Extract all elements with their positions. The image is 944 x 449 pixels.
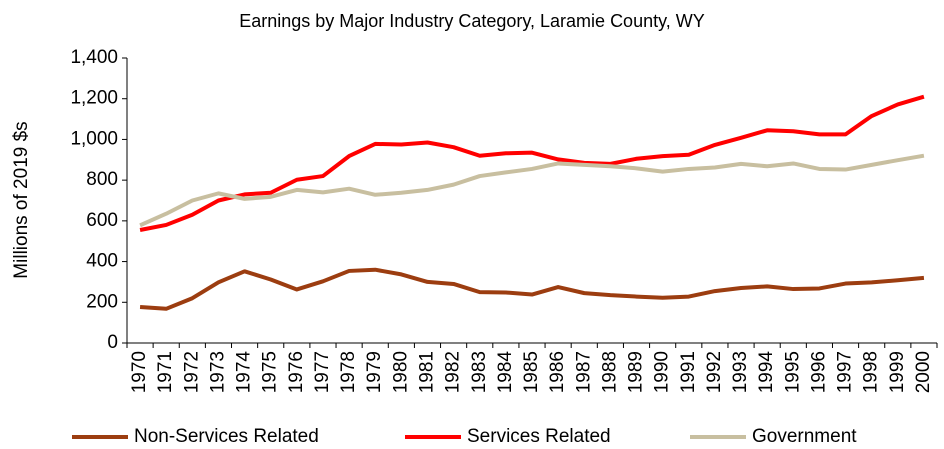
x-tick-label: 1986	[547, 351, 568, 393]
x-tick-label: 1992	[704, 351, 725, 393]
series-line	[139, 267, 925, 311]
x-tick-label: 1994	[756, 351, 777, 394]
x-tick-label: 1980	[390, 351, 411, 393]
x-tick-label: 1977	[312, 351, 333, 393]
x-tick-label: 1978	[338, 351, 359, 393]
x-tick-label: 1976	[286, 351, 307, 393]
y-tick-label: 1,200	[70, 88, 118, 109]
x-tick-label: 1982	[443, 351, 464, 393]
y-tick-label: 400	[86, 251, 118, 272]
x-tick-label: 1995	[782, 351, 803, 393]
x-tick-label: 1979	[364, 351, 385, 393]
x-tick-label: 1981	[416, 351, 437, 393]
x-tick-label: 2000	[913, 351, 934, 393]
x-tick-label: 1974	[234, 351, 255, 394]
y-tick-label: 1,400	[70, 47, 118, 68]
x-tick-label: 1983	[469, 351, 490, 393]
legend-label: Services Related	[467, 426, 611, 447]
y-axis-label: Millions of 2019 $s	[11, 121, 32, 278]
x-tick-label: 1991	[678, 351, 699, 393]
x-tick-label: 1997	[835, 351, 856, 393]
x-tick-label: 1985	[521, 351, 542, 393]
legend-label: Government	[752, 426, 857, 447]
x-tick-label: 1987	[573, 351, 594, 393]
x-tick-label: 1970	[129, 351, 150, 393]
series-line	[139, 153, 925, 228]
x-tick-label: 1996	[808, 351, 829, 393]
legend-label: Non-Services Related	[134, 426, 319, 447]
x-tick-label: 1988	[599, 351, 620, 393]
y-tick-label: 1,000	[70, 128, 118, 149]
x-tick-label: 1998	[861, 351, 882, 393]
series-line	[139, 94, 925, 232]
x-tick-label: 1999	[887, 351, 908, 393]
x-tick-label: 1993	[730, 351, 751, 393]
x-tick-label: 1990	[652, 351, 673, 393]
x-tick-label: 1975	[260, 351, 281, 393]
y-tick-label: 200	[86, 291, 118, 312]
x-tick-label: 1989	[626, 351, 647, 393]
x-tick-label: 1971	[155, 351, 176, 393]
x-tick-label: 1973	[207, 351, 228, 393]
x-tick-label: 1972	[181, 351, 202, 393]
y-tick-label: 800	[86, 169, 118, 190]
chart-title: Earnings by Major Industry Category, Lar…	[239, 11, 705, 31]
x-tick-label: 1984	[495, 351, 516, 394]
y-tick-label: 0	[107, 332, 118, 353]
y-tick-label: 600	[86, 210, 118, 231]
